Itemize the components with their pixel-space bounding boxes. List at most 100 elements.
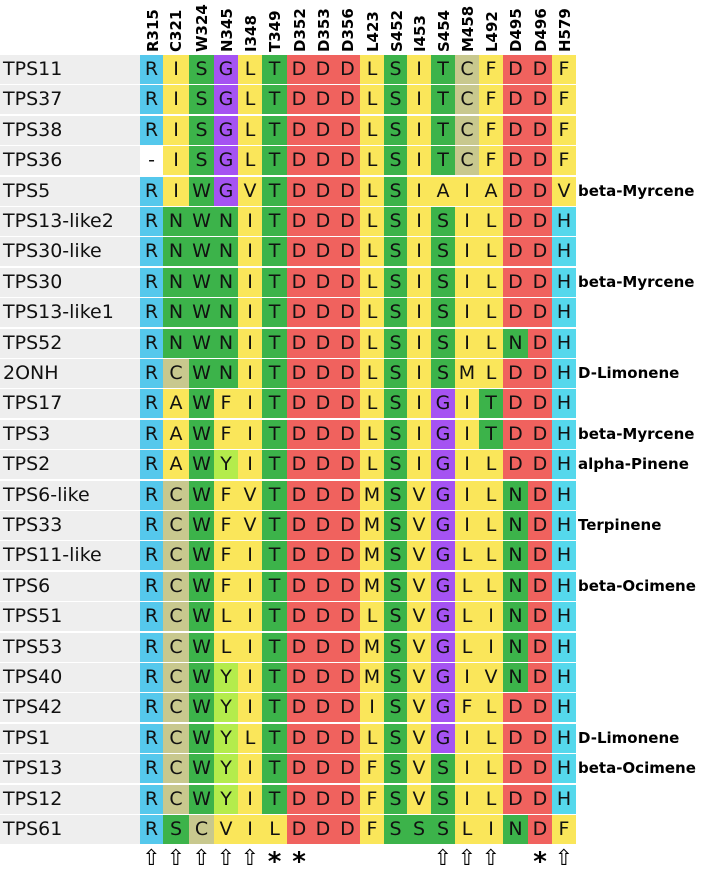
residue-cell: N — [503, 815, 528, 844]
column-header-m458: M458 — [459, 5, 477, 52]
residue-cell: D — [335, 450, 360, 480]
sequence-name: TPS6 — [0, 571, 140, 601]
residue-cell: H — [552, 207, 576, 236]
residue-cell: - — [140, 146, 163, 176]
residue-cell: L — [479, 480, 503, 510]
residue-cell: Y — [214, 784, 238, 814]
residue-cell: G — [431, 693, 455, 723]
column-header-d352: D352 — [291, 8, 309, 52]
residue-cell: I — [238, 784, 262, 814]
residue-cell: I — [455, 207, 479, 236]
residue-cell: T — [262, 541, 287, 571]
column-header-h579: H579 — [556, 8, 574, 52]
residue-cell: W — [189, 754, 214, 784]
up-arrow-marker: ⇧ — [142, 846, 161, 871]
residue-cell: D — [335, 267, 360, 297]
residue-cell: V — [407, 480, 431, 510]
residue-cell: W — [189, 602, 214, 632]
residue-cell: F — [360, 754, 384, 784]
residue-cell: I — [238, 450, 262, 480]
residue-cell: C — [455, 55, 479, 84]
residue-cell: D — [528, 115, 552, 145]
residue-cell: Y — [214, 663, 238, 692]
residue-cell: T — [262, 419, 287, 449]
sequence-name: TPS17 — [0, 389, 140, 419]
residue-cell: F — [214, 511, 238, 540]
residue-cell: L — [455, 632, 479, 662]
residue-cell: D — [503, 298, 528, 328]
residue-cell: D — [528, 632, 552, 662]
residue-cell: D — [335, 815, 360, 844]
residue-cell: D — [503, 146, 528, 176]
residue-cell: D — [287, 632, 311, 662]
residue-cell: L — [455, 571, 479, 601]
residue-cell: S — [189, 115, 214, 145]
residue-cell: D — [287, 267, 311, 297]
residue-cell: R — [140, 571, 163, 601]
residue-cell: R — [140, 55, 163, 84]
residue-cell: D — [311, 146, 335, 176]
residue-cell: I — [238, 207, 262, 236]
residue-cell: D — [311, 754, 335, 784]
residue-cell: D — [311, 511, 335, 540]
residue-cell: I — [238, 754, 262, 784]
residue-cell: A — [163, 450, 189, 480]
residue-cell: L — [479, 723, 503, 753]
residue-cell: I — [238, 602, 262, 632]
sequence-name: TPS2 — [0, 450, 140, 480]
residue-cell: I — [238, 359, 262, 388]
residue-cell: N — [214, 328, 238, 358]
residue-cell: N — [163, 237, 189, 267]
residue-cell: L — [455, 541, 479, 571]
up-arrow-marker: ⇧ — [166, 846, 186, 871]
residue-cell: L — [262, 815, 287, 844]
residue-cell: N — [214, 207, 238, 236]
up-arrow-marker: ⇧ — [240, 846, 260, 871]
residue-cell: S — [384, 480, 407, 510]
residue-cell: S — [384, 723, 407, 753]
residue-cell: S — [189, 55, 214, 84]
residue-cell: R — [140, 754, 163, 784]
residue-cell: W — [189, 693, 214, 723]
residue-cell: D — [311, 480, 335, 510]
residue-cell: D — [503, 115, 528, 145]
residue-cell: W — [189, 176, 214, 206]
residue-cell: D — [335, 207, 360, 236]
residue-cell: T — [431, 115, 455, 145]
residue-cell: F — [214, 571, 238, 601]
residue-cell: W — [189, 784, 214, 814]
column-header-n345: N345 — [218, 8, 236, 52]
residue-cell: D — [503, 723, 528, 753]
residue-cell: S — [431, 359, 455, 388]
residue-cell: N — [214, 267, 238, 297]
residue-cell: L — [360, 176, 384, 206]
column-header-d496: D496 — [532, 8, 550, 52]
sequence-name: TPS1 — [0, 723, 140, 753]
residue-cell: S — [384, 663, 407, 692]
residue-cell: D — [287, 146, 311, 176]
residue-cell: N — [503, 663, 528, 692]
residue-cell: T — [431, 55, 455, 84]
residue-cell: D — [311, 328, 335, 358]
residue-cell: T — [262, 115, 287, 145]
residue-cell: I — [407, 298, 431, 328]
residue-cell: D — [311, 723, 335, 753]
residue-cell: M — [360, 541, 384, 571]
residue-cell: D — [311, 541, 335, 571]
residue-cell: I — [455, 267, 479, 297]
residue-cell: L — [360, 55, 384, 84]
product-label: beta-Ocimene — [578, 576, 696, 595]
residue-cell: L — [479, 754, 503, 784]
residue-cell: V — [238, 480, 262, 510]
residue-cell: N — [503, 571, 528, 601]
residue-cell: F — [479, 85, 503, 115]
residue-cell: G — [431, 602, 455, 632]
residue-cell: T — [262, 693, 287, 723]
residue-cell: M — [360, 632, 384, 662]
residue-cell: D — [311, 693, 335, 723]
residue-cell: D — [528, 419, 552, 449]
residue-cell: R — [140, 237, 163, 267]
residue-cell: S — [384, 359, 407, 388]
residue-cell: F — [552, 85, 576, 115]
residue-cell: S — [384, 541, 407, 571]
